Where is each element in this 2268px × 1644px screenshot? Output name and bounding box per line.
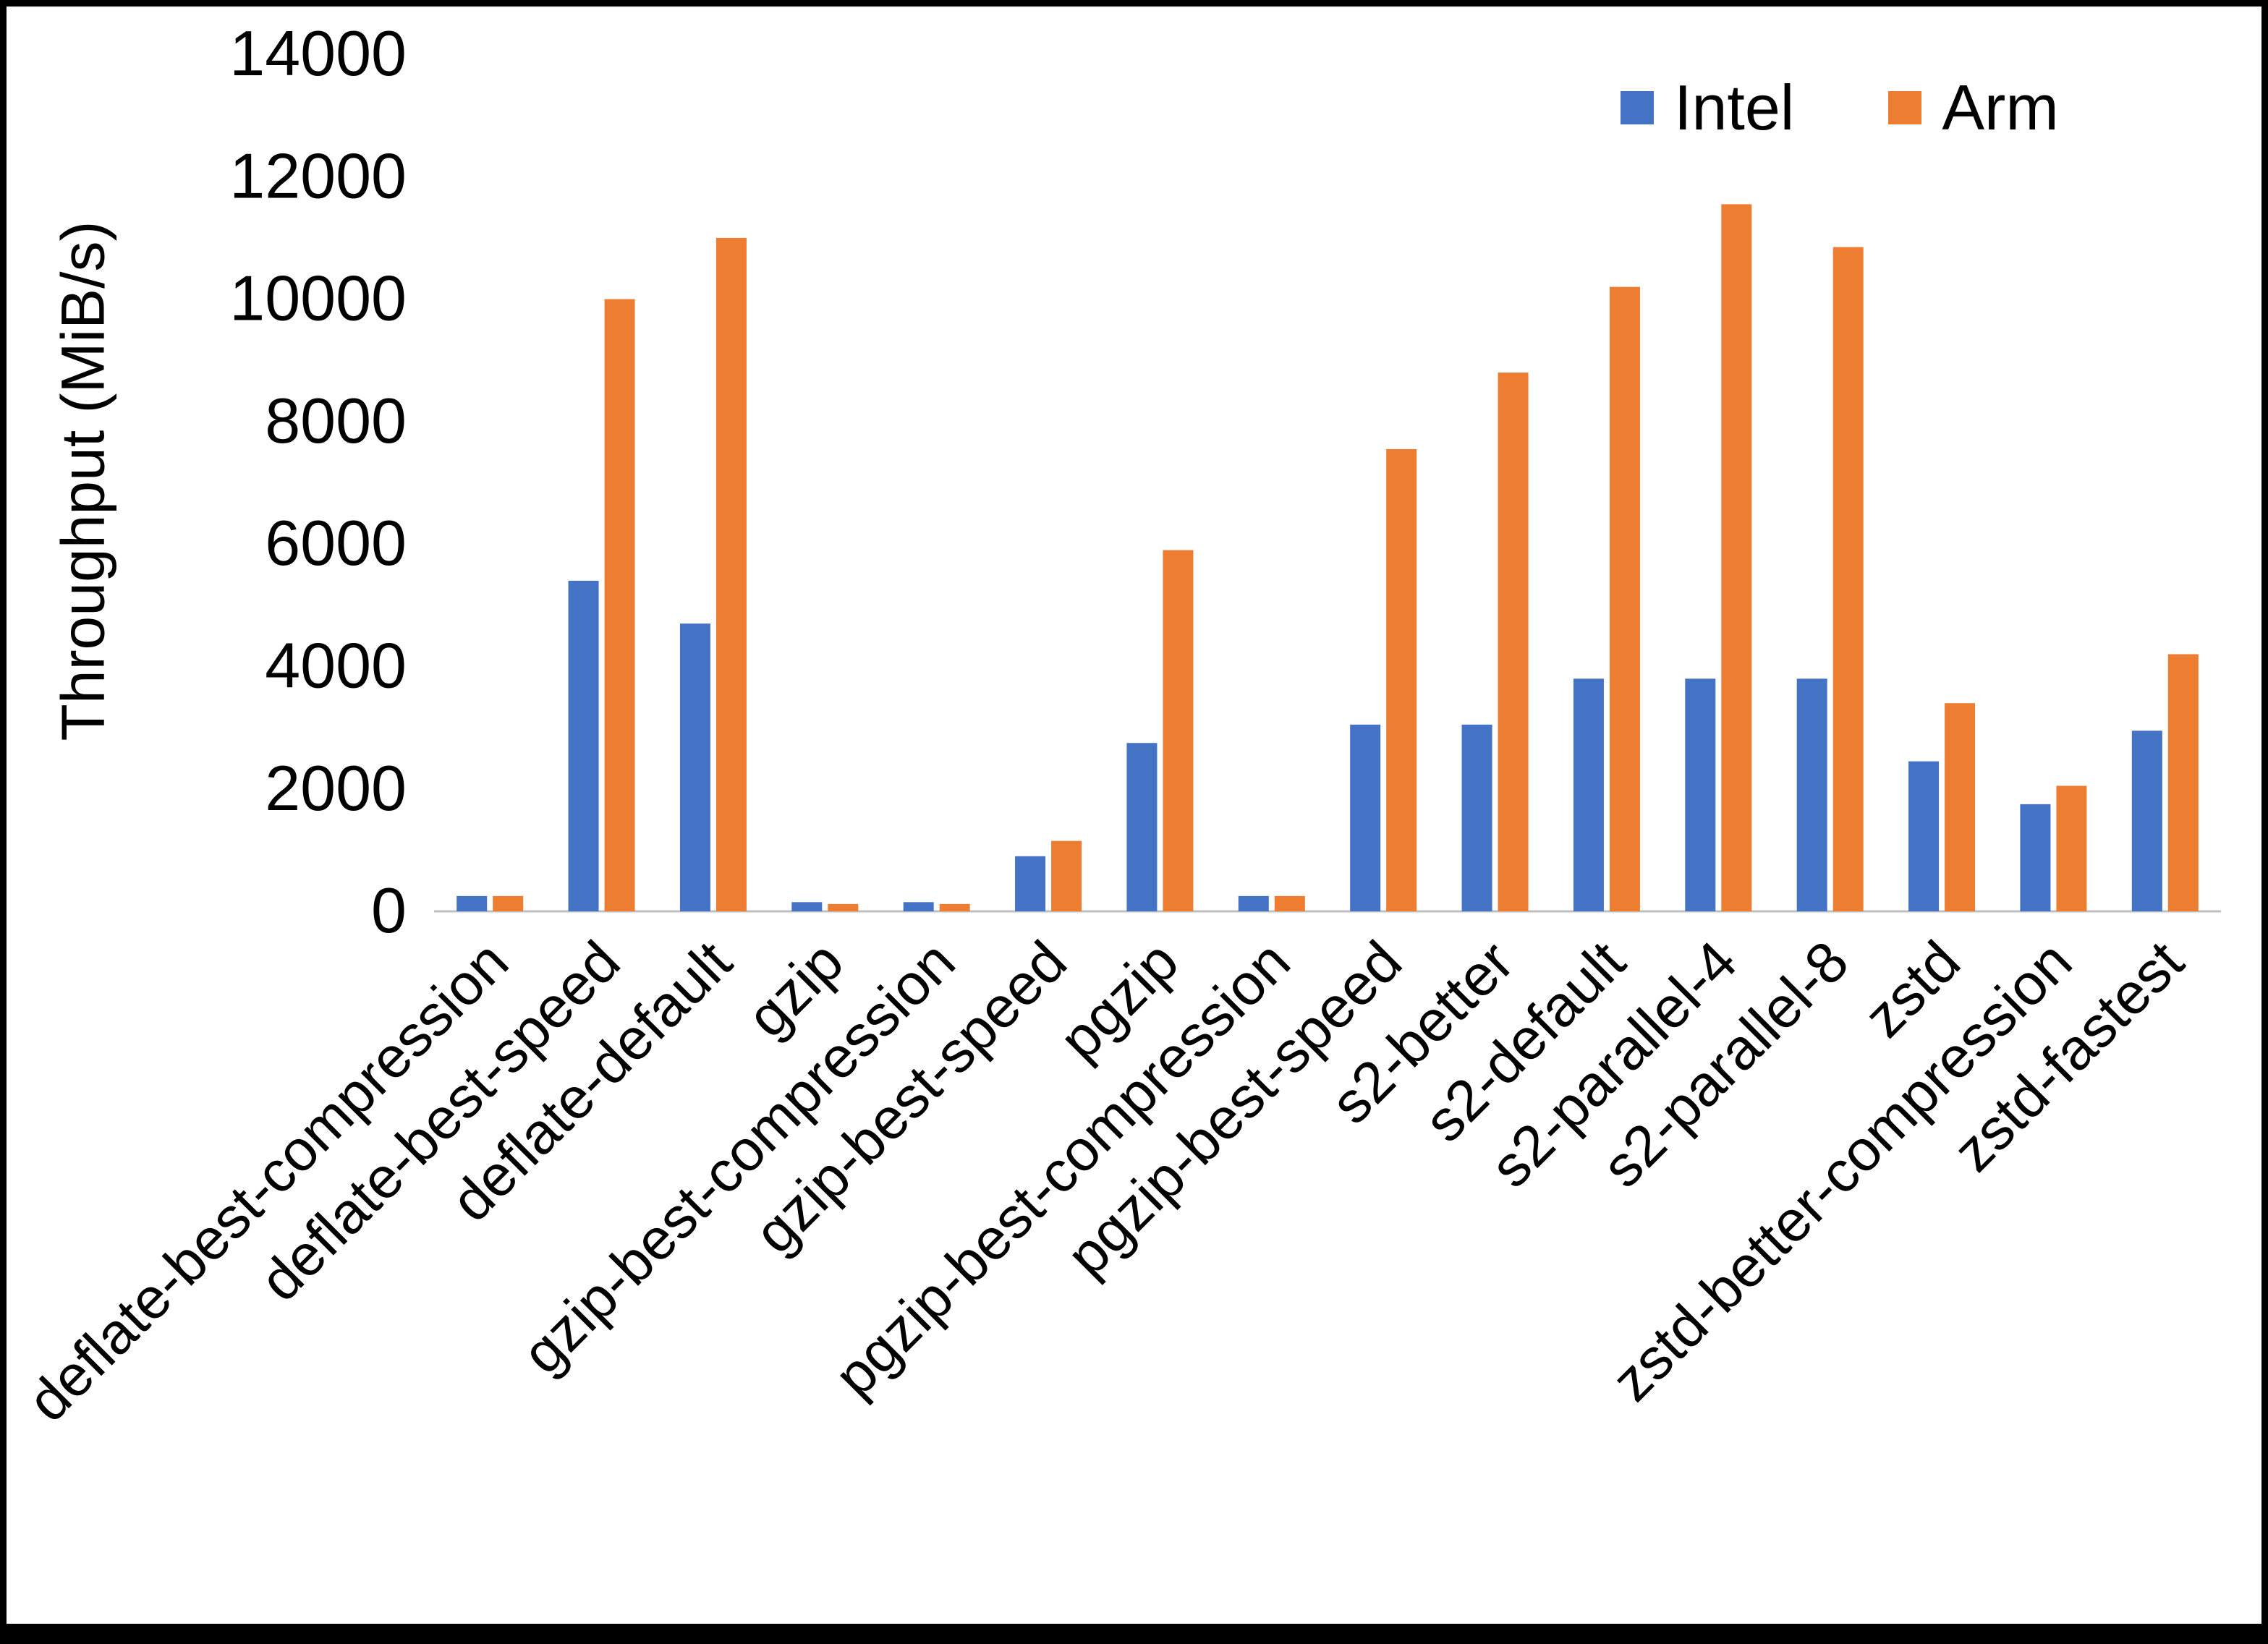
bar-intel-pgzip-best-speed: [1350, 724, 1381, 911]
legend-label: Arm: [1942, 72, 2059, 143]
bar-arm-zstd: [1945, 703, 1976, 911]
y-tick-label: 8000: [265, 385, 407, 456]
bar-arm-gzip-best-compression: [939, 903, 970, 911]
bar-intel-s2-parallel-4: [1685, 678, 1716, 911]
bar-arm-zstd-fastest: [2167, 654, 2199, 911]
legend-swatch-intel: [1621, 91, 1654, 124]
bar-intel-s2-default: [1573, 678, 1604, 911]
bar-arm-pgzip-best-compression: [1274, 895, 1305, 911]
bar-intel-gzip: [791, 902, 823, 911]
bar-intel-deflate-best-compression: [456, 895, 488, 911]
legend-label: Intel: [1674, 72, 1795, 143]
bar-arm-deflate-best-compression: [493, 895, 524, 911]
legend-swatch-arm: [1888, 91, 1922, 124]
y-tick-label: 12000: [229, 140, 407, 211]
bar-intel-zstd-better-compression: [2020, 804, 2051, 911]
bar-arm-deflate-best-speed: [604, 299, 635, 912]
bar-intel-gzip-best-compression: [903, 902, 934, 911]
bar-arm-s2-parallel-4: [1721, 204, 1752, 911]
bar-intel-s2-parallel-8: [1796, 678, 1827, 911]
bar-intel-deflate-best-speed: [568, 580, 599, 911]
y-tick-label: 14000: [229, 17, 407, 89]
bar-intel-zstd: [1908, 761, 1940, 911]
y-tick-label: 6000: [265, 507, 407, 579]
bar-arm-s2-parallel-8: [1832, 247, 1864, 911]
bar-arm-pgzip-best-speed: [1386, 448, 1417, 911]
bar-intel-gzip-best-speed: [1015, 856, 1046, 911]
legend-item-arm: Arm: [1888, 72, 2059, 143]
bar-arm-gzip-best-speed: [1051, 840, 1082, 911]
chart-legend: Intel Arm: [1621, 76, 2059, 140]
bar-intel-s2-better: [1461, 724, 1492, 911]
bar-arm-pgzip: [1163, 550, 1194, 911]
y-tick-label: 0: [371, 874, 407, 946]
y-tick-label: 10000: [229, 263, 407, 334]
bar-intel-zstd-fastest: [2131, 731, 2162, 911]
bar-arm-gzip: [828, 903, 859, 911]
bar-arm-s2-default: [1609, 286, 1640, 912]
bar-intel-pgzip-best-compression: [1238, 895, 1269, 911]
y-tick-label: 4000: [265, 629, 407, 701]
y-tick-label: 2000: [265, 752, 407, 824]
bar-arm-zstd-better-compression: [2056, 785, 2087, 911]
bar-arm-s2-better: [1498, 372, 1529, 911]
bar-arm-deflate-default: [715, 237, 747, 911]
legend-item-intel: Intel: [1621, 76, 1794, 140]
x-category-label: deflate-best-compression: [15, 929, 520, 1434]
bar-intel-deflate-default: [679, 623, 710, 911]
bar-intel-pgzip: [1126, 743, 1158, 911]
